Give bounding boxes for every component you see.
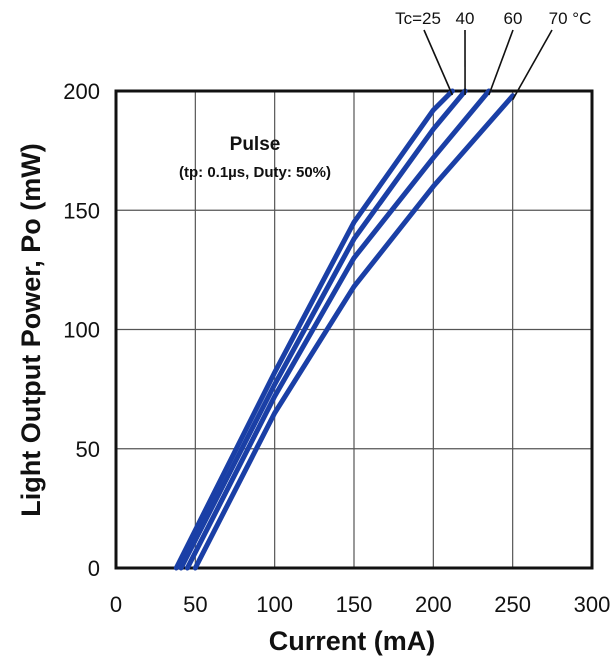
annotation-subtitle: (tp: 0.1µs, Duty: 50%) [179, 164, 331, 181]
y-tick-label-2: 100 [63, 318, 100, 343]
x-tick-label-3: 150 [336, 592, 373, 617]
x-tick-label-4: 200 [415, 592, 452, 617]
leader-line-3 [511, 29, 553, 101]
leader-layer [423, 29, 553, 101]
x-tick-label-1: 50 [183, 592, 207, 617]
x-axis-title: Current (mA) [269, 626, 436, 656]
leader-line-2 [488, 29, 514, 96]
series-line-0 [173, 88, 455, 571]
y-tick-labels: 0 50 100 150 200 [63, 79, 100, 581]
x-tick-label-5: 250 [494, 592, 531, 617]
series-line-2 [184, 88, 492, 571]
annotation-title: Pulse [230, 134, 281, 155]
x-tick-label-2: 100 [256, 592, 293, 617]
temperature-label-2: 60 [504, 9, 523, 28]
leader-line-0 [423, 29, 454, 96]
plot-frame [114, 89, 594, 570]
x-tick-labels: 0 50 100 150 200 250 300 [110, 592, 610, 617]
series-layer [173, 88, 516, 571]
temperature-label-1: 40 [456, 9, 475, 28]
y-tick-label-0: 0 [88, 556, 100, 581]
temperature-labels: Tc=25 40 60 70 °C [395, 9, 591, 28]
y-axis-title: Light Output Power, Po (mW) [16, 143, 46, 516]
x-tick-label-6: 300 [574, 592, 611, 617]
y-tick-label-3: 150 [63, 198, 100, 223]
y-tick-label-4: 200 [63, 79, 100, 104]
grid [115, 90, 593, 569]
temperature-label-3: 70 °C [549, 9, 592, 28]
series-line-3 [192, 93, 516, 571]
series-line-1 [178, 88, 468, 571]
temperature-label-0: Tc=25 [395, 9, 441, 28]
x-tick-label-0: 0 [110, 592, 122, 617]
y-tick-label-1: 50 [76, 437, 100, 462]
